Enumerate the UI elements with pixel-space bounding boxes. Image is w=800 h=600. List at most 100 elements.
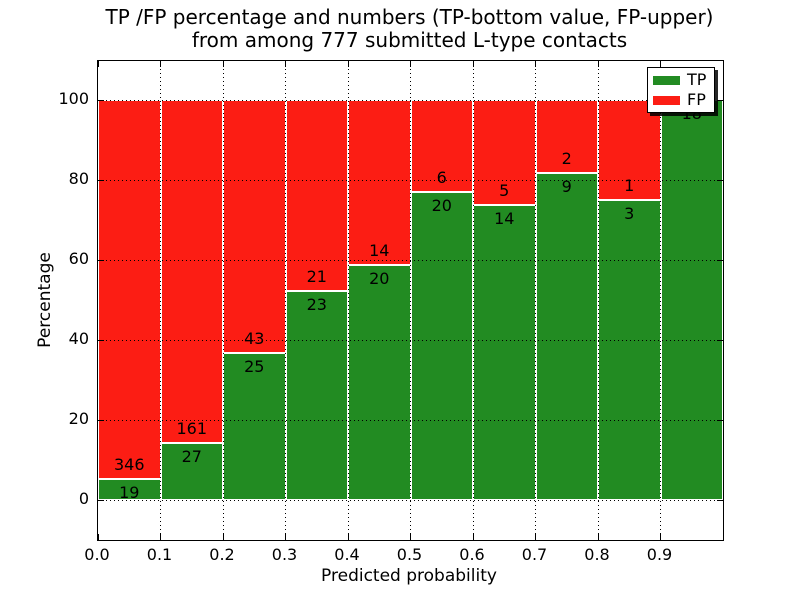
legend-swatch-fp — [653, 95, 680, 105]
x-tick-bottom — [160, 534, 161, 540]
fp-bar-segment — [98, 100, 161, 480]
x-gridline — [535, 61, 536, 540]
x-tick-top — [285, 61, 286, 67]
x-tick-top — [160, 61, 161, 67]
x-tick-top — [222, 61, 224, 67]
x-gridline — [160, 61, 161, 540]
y-tick-label: 0 — [78, 489, 89, 508]
fp-count-label: 21 — [306, 266, 327, 286]
y-gridline — [98, 259, 723, 261]
y-tick-right — [717, 99, 723, 101]
y-gridline — [98, 339, 723, 341]
legend-swatch-tp — [653, 75, 680, 85]
tp-count-label: 9 — [561, 176, 572, 196]
chart-title-line2: from among 777 submitted L-type contacts — [191, 28, 628, 52]
x-tick-label: 0.1 — [146, 545, 173, 564]
chart-title: TP /FP percentage and numbers (TP-bottom… — [97, 6, 722, 52]
x-gridline — [597, 61, 599, 540]
tp-bar-segment — [285, 290, 348, 500]
y-tick-right — [717, 499, 723, 501]
y-gridline — [98, 99, 723, 101]
fp-count-label: 5 — [499, 181, 510, 201]
plot-area: 19 346 27 161 25 43 23 21 20 14 20 6 14 5 9 2 3 1 18 — [97, 60, 724, 541]
fp-bar-segment — [223, 100, 286, 353]
tp-count-label: 23 — [306, 294, 327, 314]
x-tick-label: 0.3 — [271, 545, 298, 564]
tp-bar-segment — [160, 442, 223, 500]
x-tick-bottom — [410, 534, 411, 540]
x-tick-top — [97, 61, 99, 67]
x-tick-label: 0.9 — [646, 545, 673, 564]
y-gridline — [98, 499, 723, 501]
x-tick-top — [597, 61, 599, 67]
x-tick-bottom — [97, 534, 99, 540]
fp-count-label: 14 — [369, 240, 390, 260]
x-tick-top — [535, 61, 536, 67]
y-gridline — [98, 179, 723, 181]
y-tick-left — [98, 419, 104, 421]
x-tick-label: 0.5 — [396, 545, 423, 564]
x-gridline — [222, 61, 224, 540]
x-gridline — [285, 61, 286, 540]
legend-label: TP — [687, 70, 707, 89]
fp-bar-segment — [160, 100, 223, 443]
chart-title-line1: TP /FP percentage and numbers (TP-bottom… — [105, 5, 714, 29]
y-tick-left — [98, 339, 104, 341]
tp-count-label: 14 — [494, 209, 515, 229]
x-gridline — [347, 61, 349, 540]
y-tick-left — [98, 499, 104, 501]
y-tick-right — [717, 179, 723, 181]
x-tick-label: 0.6 — [459, 545, 485, 564]
y-tick-label: 100 — [58, 89, 89, 108]
fp-bar-segment — [348, 100, 411, 265]
x-tick-top — [472, 61, 474, 67]
tp-bar-segment — [223, 352, 286, 500]
x-tick-top — [410, 61, 411, 67]
legend-row: TP — [653, 72, 709, 88]
tp-bar-segment — [348, 264, 411, 500]
x-tick-label: 0.2 — [209, 545, 235, 564]
y-gridline — [98, 419, 723, 421]
x-tick-bottom — [597, 534, 599, 540]
fp-bar-segment — [285, 100, 348, 291]
y-tick-right — [717, 259, 723, 261]
x-tick-bottom — [472, 534, 474, 540]
y-tick-right — [717, 339, 723, 341]
x-tick-label: 0.7 — [521, 545, 548, 564]
tp-count-label: 3 — [624, 204, 635, 223]
x-tick-bottom — [222, 534, 224, 540]
y-tick-right — [717, 419, 723, 421]
tp-count-label: 25 — [244, 356, 265, 376]
tp-bar-segment — [535, 172, 598, 500]
fp-count-label: 43 — [244, 328, 265, 348]
x-gridline — [472, 61, 474, 540]
x-tick-bottom — [347, 534, 349, 540]
tp-count-label: 27 — [181, 446, 202, 466]
legend: TP FP — [647, 67, 715, 113]
y-tick-label: 60 — [68, 249, 89, 268]
tp-bar-segment — [598, 200, 661, 500]
x-axis-label: Predicted probability — [321, 566, 497, 586]
y-tick-left — [98, 259, 104, 261]
x-tick-label: 0.0 — [84, 545, 110, 564]
tp-bar-segment — [410, 192, 473, 500]
x-tick-top — [660, 61, 661, 67]
fp-count-label: 6 — [436, 168, 447, 188]
x-tick-bottom — [535, 534, 536, 540]
legend-row: FP — [653, 92, 709, 108]
fp-count-label: 346 — [113, 455, 145, 475]
tp-count-label: 20 — [369, 268, 390, 288]
y-tick-left — [98, 179, 104, 181]
tp-bar-segment — [660, 100, 723, 500]
tp-count-label: 20 — [431, 196, 452, 216]
x-gridline — [660, 61, 661, 540]
y-tick-label: 20 — [68, 409, 89, 428]
x-tick-bottom — [285, 534, 286, 540]
y-tick-left — [98, 99, 104, 101]
x-tick-label: 0.8 — [584, 545, 610, 564]
y-tick-label: 40 — [68, 329, 89, 348]
tp-bar-segment — [473, 205, 536, 500]
x-gridline — [410, 61, 411, 540]
legend-label: FP — [687, 90, 706, 109]
